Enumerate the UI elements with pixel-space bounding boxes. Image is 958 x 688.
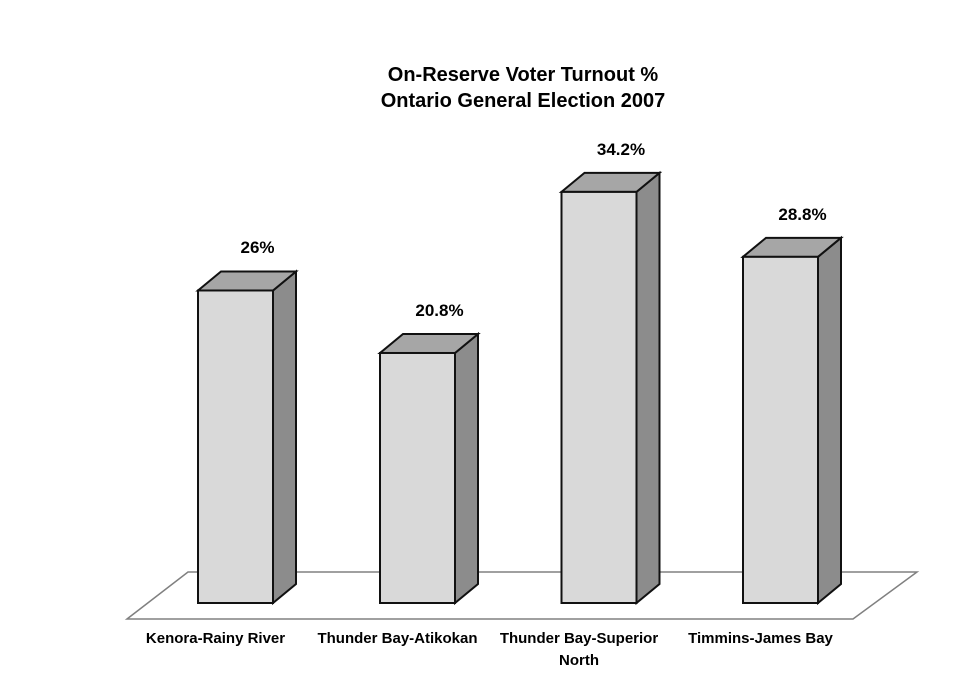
- value-label: 28.8%: [778, 204, 827, 224]
- bar-side-face: [454, 331, 479, 606]
- bar-column: [740, 235, 844, 606]
- bar-front-face: [560, 190, 638, 605]
- bar-side-face: [817, 235, 842, 606]
- bar-column: [195, 269, 299, 606]
- bar-front-face: [379, 351, 456, 605]
- category-label: Timmins-James Bay: [688, 630, 833, 647]
- value-label: 20.8%: [415, 300, 464, 320]
- category-label: Kenora-Rainy River: [145, 630, 286, 647]
- bar-column: [377, 331, 481, 606]
- bar-front-face: [197, 289, 274, 604]
- chart-title: On-Reserve Voter Turnout %: [387, 64, 659, 86]
- category-label: Thunder Bay-Atikokan: [317, 630, 478, 647]
- bar-front-face: [742, 255, 819, 604]
- bar-side-face: [272, 269, 297, 606]
- value-label: 34.2%: [596, 139, 646, 159]
- category-label: Thunder Bay-Superior North: [499, 630, 659, 669]
- bar-column: [558, 170, 663, 606]
- value-label: 26%: [240, 238, 275, 258]
- chart-subtitle: Ontario General Election 2007: [380, 90, 666, 112]
- chart-floor: [124, 571, 920, 620]
- bar-side-face: [635, 170, 661, 606]
- chart-title-block: On-Reserve Voter Turnout % Ontario Gener…: [381, 62, 666, 114]
